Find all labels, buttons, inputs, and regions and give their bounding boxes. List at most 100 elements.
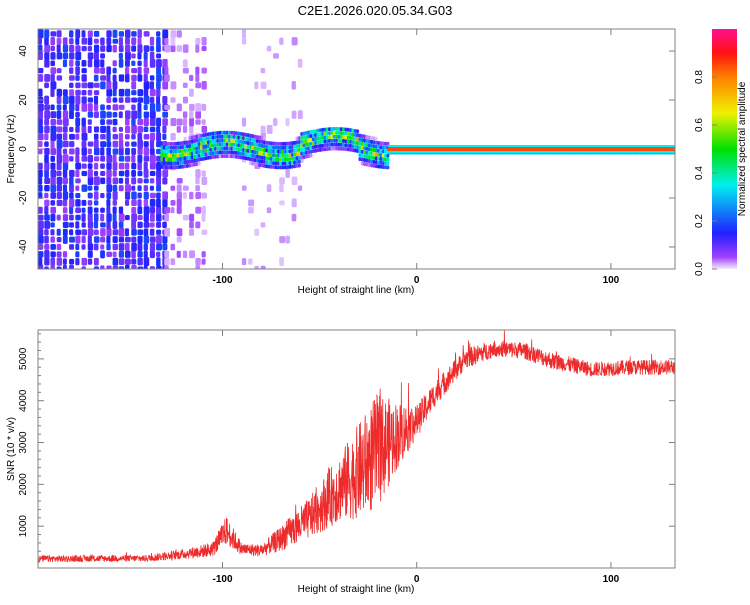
spectrogram-cell <box>199 149 203 154</box>
spectrogram-cell <box>183 148 187 153</box>
spectrogram-cell <box>195 146 199 151</box>
spectrogram-cell <box>81 170 88 177</box>
spectrogram-cell <box>170 133 176 141</box>
spectrogram-cell <box>75 126 80 133</box>
spectrogram-cell <box>106 265 112 269</box>
spectrogram-cell <box>279 161 283 166</box>
spectrogram-cell <box>100 104 105 111</box>
spectrogram-cell <box>81 59 87 67</box>
spectrogram-cell <box>225 142 229 147</box>
spectrogram-cell <box>379 160 383 165</box>
spectrogram-cell <box>169 153 173 158</box>
spectrogram-cell <box>118 221 124 229</box>
spectrogram-cell <box>176 184 182 193</box>
spectrogram-cell <box>118 206 124 214</box>
spectrogram-cell <box>283 145 287 150</box>
spectrogram-cell <box>288 149 292 154</box>
spectrogram-cell <box>300 155 304 160</box>
spectrogram-cell <box>162 145 166 150</box>
spectrogram-cell <box>38 51 43 61</box>
spectrogram-cell <box>87 125 92 133</box>
spectrogram-cell <box>185 140 189 145</box>
spectrogram-cell <box>112 177 119 185</box>
spectrogram-cell <box>100 45 106 52</box>
spectrogram-cell <box>131 53 136 59</box>
spectrogram-cell <box>195 73 200 83</box>
spectrogram-cell <box>274 165 278 170</box>
spectrogram-cell <box>125 199 130 206</box>
spectrogram-cell <box>69 133 75 140</box>
spectrogram-cell <box>293 164 297 169</box>
spectrogram-cell <box>297 163 301 168</box>
spectrogram-cell <box>372 155 376 160</box>
spectrogram-cell <box>363 150 367 155</box>
spectrogram-cell <box>344 131 348 136</box>
spectrogram-cell <box>69 214 74 221</box>
spectrogram-cell <box>44 125 50 134</box>
spectrogram-cell <box>189 117 195 127</box>
spectrogram-cell <box>75 251 80 258</box>
spectrogram-cell <box>182 118 188 127</box>
spectrogram-cell <box>182 214 189 221</box>
spectrogram-cell <box>202 156 206 161</box>
spectrogram-cell <box>218 130 222 135</box>
spectrogram-cell <box>209 147 213 152</box>
spectrogram-cell <box>149 126 156 133</box>
spectrogram-cell <box>195 169 201 178</box>
spectrogram-cell <box>137 66 142 75</box>
spectrogram-cell <box>156 74 162 82</box>
spectrogram-cell <box>241 151 245 156</box>
spectrogram-cell <box>106 220 111 230</box>
spectrogram-cell <box>69 59 74 67</box>
spectrogram-cell <box>69 75 75 81</box>
spectrogram-cell <box>302 131 306 136</box>
spectrogram-cell <box>195 265 201 269</box>
spectrogram-cell <box>137 235 143 244</box>
spectrogram-cell <box>360 161 364 166</box>
spectrogram-cell <box>260 135 264 140</box>
spectrogram-cell <box>237 139 241 144</box>
spectrogram-cell <box>358 145 362 150</box>
spectrogram-cell <box>353 128 357 133</box>
spectrogram-cell <box>169 165 173 170</box>
spectrogram-cell <box>372 163 376 168</box>
spectrogram-cell <box>44 199 50 207</box>
spectrogram-cell <box>211 143 215 148</box>
spectrogram-cell <box>137 229 144 236</box>
spectrogram-cell <box>218 142 222 147</box>
spectrogram-cell <box>332 146 336 151</box>
spectrogram-cell <box>192 158 196 163</box>
spectrogram-cell <box>225 138 229 143</box>
spectrogram-cell <box>69 244 75 250</box>
spectrogram-cell <box>112 67 117 74</box>
spectrogram-cell <box>195 134 199 139</box>
spectrogram-cell <box>87 213 93 222</box>
spectrogram-cell <box>106 147 111 156</box>
spectrogram-cell <box>300 147 304 152</box>
spectrogram-cell <box>199 145 203 150</box>
spectrogram-cell <box>190 147 194 152</box>
spectrogram-cell <box>272 157 276 162</box>
spectrogram-cell <box>183 140 187 145</box>
spectrogram-cell <box>137 199 142 207</box>
spectrogram-cell <box>93 126 100 133</box>
y-tick-label: -40 <box>18 239 29 254</box>
spectrogram-cell <box>69 67 74 74</box>
spectrogram-cell <box>216 150 220 155</box>
spectrogram-cell <box>253 154 257 159</box>
spectrogram-cell <box>223 154 227 159</box>
spectrogram-cell <box>372 144 376 149</box>
spectrogram-cell <box>69 258 75 265</box>
spectrogram-cell <box>234 150 238 155</box>
spectrogram-cell <box>81 213 86 222</box>
spectrogram-cell <box>164 250 170 258</box>
spectrogram-cell <box>87 206 93 214</box>
spectrogram-cell <box>170 97 176 103</box>
spectrogram-cell <box>75 169 80 178</box>
spectrogram-cell <box>125 29 131 39</box>
spectrogram-cell <box>44 29 50 39</box>
spectrogram-cell <box>318 143 322 148</box>
spectrogram-cell <box>137 266 144 269</box>
spectrogram-cell <box>384 149 388 154</box>
spectrogram-cell <box>241 185 247 191</box>
